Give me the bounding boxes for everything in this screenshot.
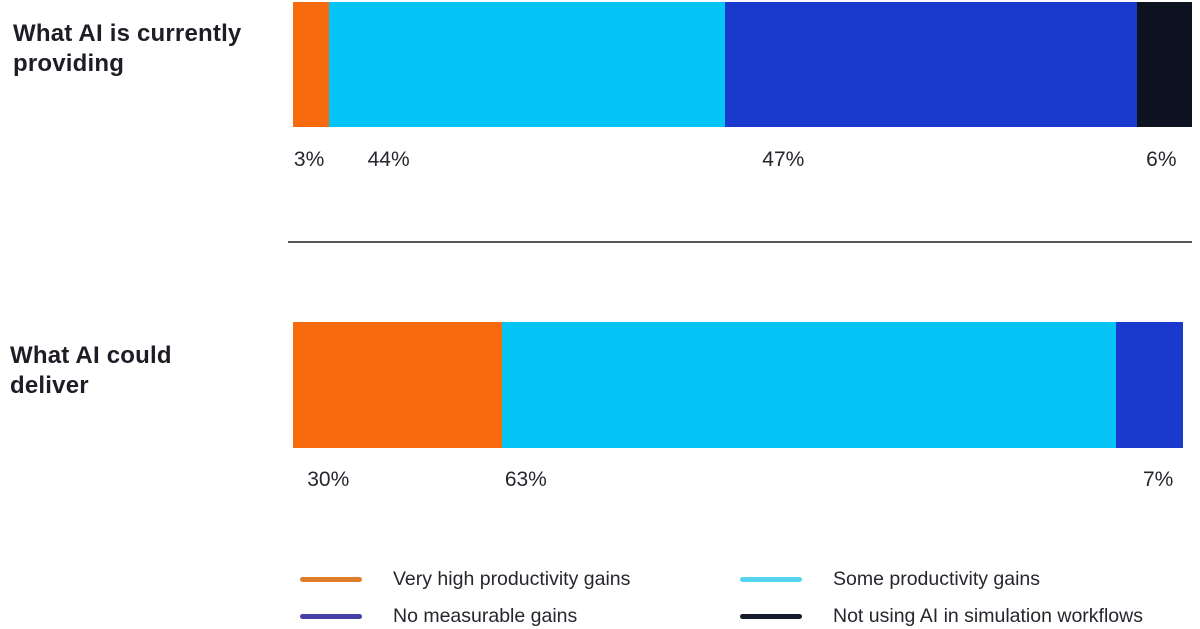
legend-swatch-icon [740,576,802,582]
value-label: 63% [504,468,547,491]
legend-label: No measurable gains [393,604,578,627]
value-label: 3% [293,148,325,171]
value-label: 47% [762,148,805,171]
row-label-could-deliver: What AI could deliver [10,342,172,399]
value-label: 6% [1146,148,1177,171]
value-label: 7% [1142,468,1174,491]
bar-segment-no-measurable-gains [724,2,1138,127]
row-label-currently-providing: What AI is currently providing [13,20,242,77]
bar-segment-very-high-productivity-gains [293,2,329,127]
legend: Very high productivity gains Some product… [300,566,1195,629]
value-labels-currently-providing: 3% 44% 47% 6% [293,148,1192,174]
legend-item-some-productivity-gains: Some productivity gains [740,566,1195,592]
legend-item-no-measurable-gains: No measurable gains [300,603,740,629]
legend-item-very-high-productivity-gains: Very high productivity gains [300,566,740,592]
legend-swatch-icon [300,576,362,582]
bar-segment-some-productivity-gains [328,2,725,127]
value-labels-could-deliver: 30% 63% 7% [293,468,1183,494]
bar-currently-providing [293,2,1192,127]
bar-segment-no-measurable-gains [1116,322,1183,448]
value-label: 30% [307,468,350,491]
divider-line [288,241,1192,243]
bar-could-deliver [293,322,1183,448]
legend-swatch-icon [300,613,362,619]
value-label: 44% [367,148,410,171]
legend-item-not-using-ai-in-simulation-workflows: Not using AI in simulation workflows [740,603,1195,629]
legend-label: Not using AI in simulation workflows [833,604,1143,627]
bar-segment-very-high-productivity-gains [293,322,503,448]
legend-label: Some productivity gains [833,567,1041,590]
bar-segment-not-using-ai-in-simulation-workflows [1137,2,1192,127]
bar-segment-some-productivity-gains [502,322,1117,448]
legend-swatch-icon [740,613,802,619]
legend-label: Very high productivity gains [393,567,631,590]
